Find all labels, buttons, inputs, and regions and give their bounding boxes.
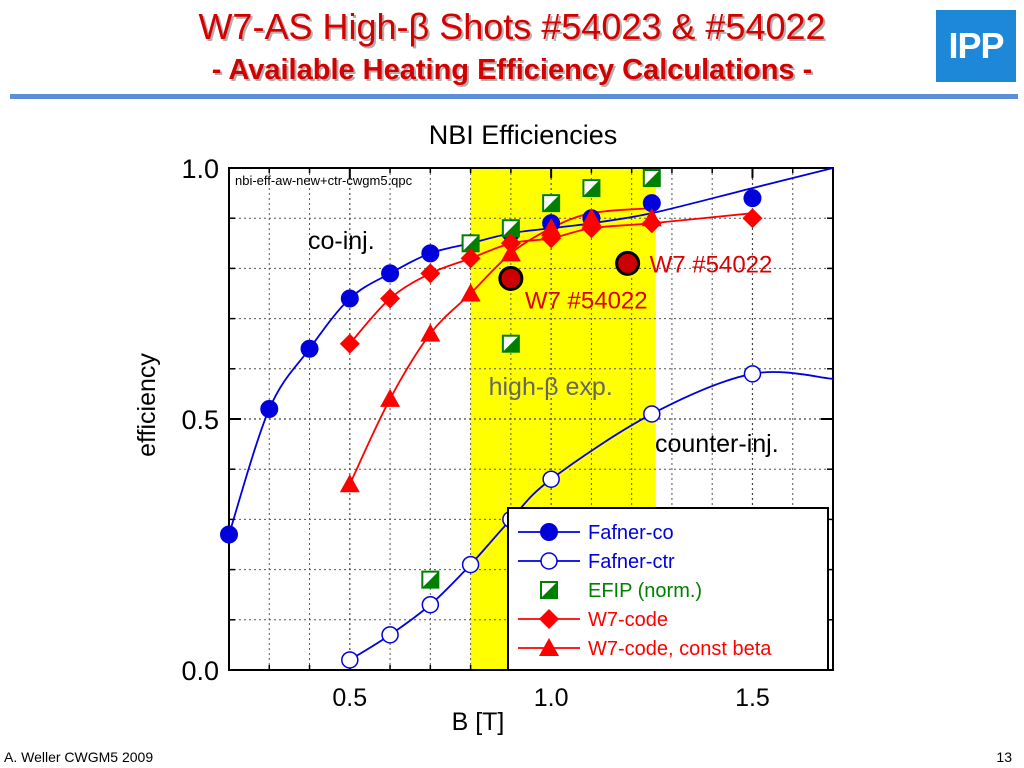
x-tick-label: 1.0	[534, 684, 569, 712]
plot-area: 0.5 1.0 1.5 0.0 0.5 1.0 nbi-eff-aw-new+ctr-cwg…	[181, 154, 834, 712]
legend-label: W7-code, const beta	[588, 638, 772, 660]
x-tick-label: 1.5	[735, 684, 770, 712]
legend-item: EFIP (norm.)	[540, 580, 702, 602]
author-footer: A. Weller CWGM5 2009	[4, 749, 154, 765]
slide-title: W7-AS High-β Shots #54023 & #54022	[198, 6, 826, 47]
special-point	[615, 250, 641, 276]
legend-marker-fill	[541, 582, 557, 598]
legend-marker	[540, 552, 558, 570]
band-label: high-β exp.	[489, 373, 613, 401]
data-point-series-1	[421, 595, 440, 614]
data-point-series-2	[642, 169, 661, 188]
data-point-series-2-fill	[502, 220, 519, 237]
data-point-series-4	[581, 208, 602, 227]
series-curve-1	[349, 371, 834, 661]
ipp-logo: IPP	[936, 10, 1016, 82]
data-point-series-1	[542, 470, 560, 488]
data-point-series-3	[742, 208, 763, 229]
legend-marker	[539, 609, 559, 629]
data-point-series-4	[380, 388, 401, 407]
data-point-series-2	[501, 334, 520, 353]
legend-item: W7-code, const beta	[518, 638, 772, 660]
legend-marker	[540, 523, 558, 541]
slide-subtitle: - Available Heating Efficiency Calculati…	[211, 54, 813, 86]
data-point-series-0	[381, 264, 400, 283]
page-number: 13	[996, 749, 1012, 765]
data-point-series-0	[300, 339, 319, 358]
co-inj-label: co-inj.	[308, 227, 375, 255]
data-point-series-1	[381, 626, 399, 644]
data-point-series-4	[460, 283, 481, 302]
data-point-series-3	[500, 233, 521, 254]
data-point-series-3	[339, 333, 360, 354]
y-tick-label: 0.0	[181, 656, 219, 686]
legend-label: Fafner-co	[588, 522, 674, 544]
data-point-series-1	[643, 405, 661, 423]
legend-label: EFIP (norm.)	[588, 580, 702, 602]
data-point-series-2-fill	[643, 170, 660, 187]
data-point-series-1	[341, 651, 359, 669]
x-tick-label: 0.5	[332, 684, 367, 712]
data-point-series-2	[421, 570, 440, 589]
data-point-series-0	[340, 289, 359, 308]
legend-marker	[540, 581, 558, 599]
legend-item: Fafner-ctr	[518, 551, 675, 573]
title-divider	[10, 94, 1018, 99]
counter-inj-label: counter-inj.	[655, 430, 779, 458]
data-point-series-4	[641, 208, 662, 227]
data-point-series-0	[743, 189, 762, 208]
legend-box	[507, 507, 829, 671]
chart-title: NBI Efficiencies	[429, 120, 618, 150]
legend-item: Fafner-co	[518, 522, 674, 544]
special-point-label: W7 #54022	[650, 251, 773, 278]
x-axis-label: B [T]	[452, 708, 505, 736]
data-point-series-4	[541, 218, 562, 237]
legend-marker	[539, 638, 559, 656]
data-point-series-4	[420, 323, 441, 342]
data-point-series-3	[380, 288, 401, 309]
y-tick-label: 1.0	[181, 154, 219, 184]
data-point-series-2-fill	[502, 335, 519, 352]
data-point-series-4	[500, 243, 521, 262]
data-point-series-0	[260, 399, 279, 418]
data-point-series-1	[743, 365, 762, 383]
y-tick-label: 0.5	[181, 405, 219, 435]
data-point-series-2-fill	[543, 195, 560, 212]
data-point-series-2	[582, 179, 601, 198]
legend-label: Fafner-ctr	[588, 551, 675, 573]
legend-label: W7-code	[588, 609, 668, 631]
legend-item: W7-code	[518, 609, 668, 631]
data-point-series-2	[542, 194, 561, 213]
data-point-series-0	[220, 525, 238, 544]
data-point-series-3	[420, 263, 441, 284]
data-point-series-2-fill	[462, 235, 479, 252]
data-point-series-2-fill	[583, 180, 600, 197]
file-label: nbi-eff-aw-new+ctr-cwgm5.qpc	[235, 173, 413, 188]
data-point-series-3	[460, 248, 481, 269]
data-point-series-2-fill	[422, 571, 439, 588]
data-point-series-0	[421, 244, 440, 263]
y-axis-label: efficiency	[133, 353, 161, 457]
data-point-series-1	[461, 555, 480, 574]
special-point	[498, 265, 524, 291]
data-point-series-4	[339, 474, 360, 493]
special-point-label: W7 #54022	[525, 287, 648, 314]
